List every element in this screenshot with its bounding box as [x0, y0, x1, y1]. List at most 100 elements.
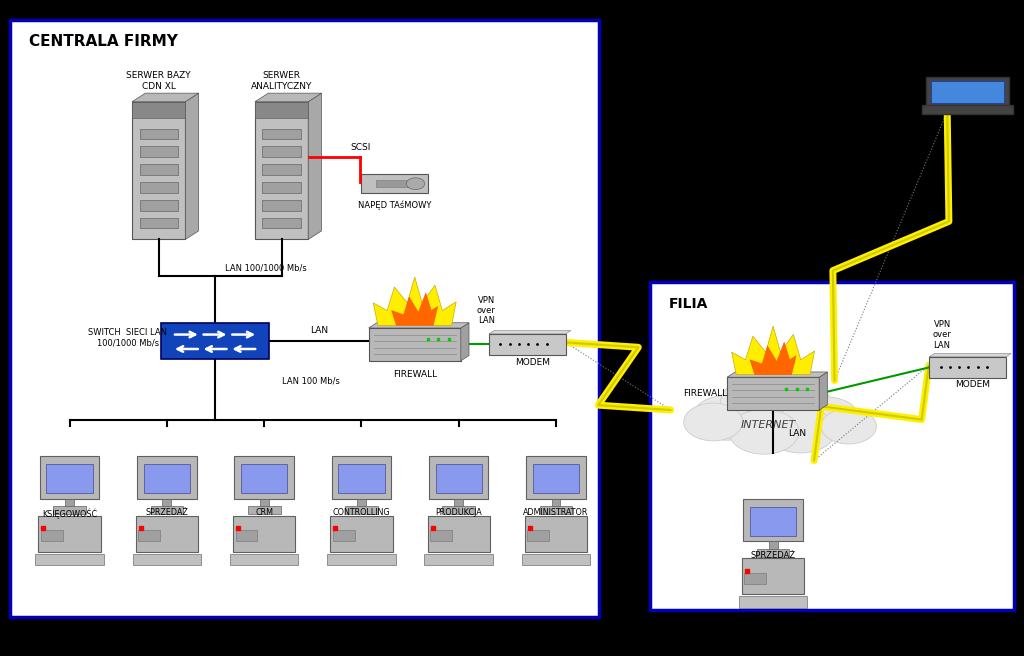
Bar	[428, 516, 489, 552]
Text: LAN 100/1000 Mb/s: LAN 100/1000 Mb/s	[225, 263, 307, 272]
Bar	[36, 554, 103, 565]
Bar	[132, 102, 185, 239]
Polygon shape	[731, 326, 815, 375]
Circle shape	[795, 397, 859, 438]
Bar	[66, 499, 74, 506]
Bar	[139, 129, 178, 139]
Bar	[151, 506, 183, 514]
Text: FILIA: FILIA	[669, 297, 708, 310]
Bar	[262, 165, 301, 174]
Text: MODEM: MODEM	[515, 358, 550, 367]
Bar	[650, 282, 1014, 610]
Bar	[332, 456, 391, 499]
Bar	[526, 456, 586, 499]
Bar	[442, 506, 475, 514]
Polygon shape	[461, 323, 469, 361]
Bar	[133, 554, 201, 565]
Bar	[527, 530, 549, 541]
Text: NAPĘD TAśMOWY: NAPĘD TAśMOWY	[357, 200, 431, 209]
Bar	[40, 456, 99, 499]
Bar	[376, 180, 413, 187]
Bar	[236, 530, 257, 541]
Bar	[262, 129, 301, 139]
Bar	[139, 146, 178, 157]
Text: SERWER
ANALITYCZNY: SERWER ANALITYCZNY	[251, 71, 312, 91]
Circle shape	[692, 396, 762, 440]
Bar	[331, 516, 392, 552]
Text: CONTROLLING: CONTROLLING	[333, 508, 390, 518]
Polygon shape	[255, 93, 322, 102]
Bar	[333, 530, 354, 541]
Polygon shape	[930, 354, 1011, 357]
Bar	[361, 174, 428, 193]
Text: PRODUKCJA: PRODUKCJA	[435, 508, 482, 518]
Polygon shape	[308, 93, 322, 239]
Bar	[769, 541, 777, 549]
Bar	[143, 464, 190, 493]
Bar	[233, 516, 295, 552]
Text: SWITCH  SIECI LAN
100/1000 Mb/s: SWITCH SIECI LAN 100/1000 Mb/s	[88, 328, 168, 348]
Bar	[10, 20, 599, 617]
Bar	[742, 558, 804, 594]
Bar	[430, 530, 452, 541]
Bar	[369, 328, 461, 361]
Bar	[743, 499, 803, 541]
Bar	[260, 499, 268, 506]
Bar	[429, 456, 488, 499]
Bar	[46, 464, 93, 493]
Bar	[931, 81, 1005, 103]
Bar	[132, 102, 185, 118]
Bar	[552, 499, 560, 506]
Circle shape	[407, 178, 425, 190]
Bar	[162, 323, 268, 359]
Bar	[53, 506, 86, 514]
Bar	[255, 102, 308, 118]
Bar	[489, 334, 565, 355]
Polygon shape	[489, 331, 571, 334]
Text: SPRZEDAŻ: SPRZEDAŻ	[145, 508, 188, 518]
Circle shape	[729, 409, 799, 454]
Bar	[357, 499, 366, 506]
Polygon shape	[185, 93, 199, 239]
Bar	[927, 77, 1009, 105]
Bar	[138, 530, 160, 541]
Text: CENTRALA FIRMY: CENTRALA FIRMY	[29, 34, 177, 49]
Circle shape	[821, 409, 877, 444]
Text: INTERNET: INTERNET	[740, 420, 796, 430]
Bar	[41, 530, 62, 541]
Bar	[345, 506, 378, 514]
Text: ADMINISTRATOR: ADMINISTRATOR	[523, 508, 589, 518]
Bar	[727, 377, 819, 410]
Text: SPRZEDAŻ: SPRZEDAŻ	[751, 551, 796, 560]
Bar	[241, 464, 288, 493]
Bar	[262, 182, 301, 193]
Bar	[525, 516, 587, 552]
Bar	[39, 516, 100, 552]
Bar	[744, 573, 766, 584]
Polygon shape	[750, 342, 797, 375]
Polygon shape	[391, 293, 438, 325]
Text: KSIĘGOWOŚĆ: KSIĘGOWOŚĆ	[42, 508, 97, 519]
Bar	[522, 554, 590, 565]
Text: LAN: LAN	[310, 326, 328, 335]
Bar	[136, 516, 198, 552]
Circle shape	[761, 381, 831, 426]
Bar	[540, 506, 572, 514]
Bar	[739, 596, 807, 608]
Bar	[248, 506, 281, 514]
Text: CRM: CRM	[255, 508, 273, 518]
Bar	[262, 146, 301, 157]
Polygon shape	[727, 372, 827, 377]
Bar	[922, 105, 1014, 113]
Text: LAN 100 Mb/s: LAN 100 Mb/s	[282, 377, 340, 386]
Bar	[255, 102, 308, 239]
Bar	[139, 218, 178, 228]
Bar	[338, 464, 385, 493]
Polygon shape	[819, 372, 827, 410]
Text: LAN: LAN	[788, 429, 807, 438]
Polygon shape	[132, 93, 199, 102]
Circle shape	[766, 408, 836, 453]
Bar	[139, 182, 178, 193]
Bar	[234, 456, 294, 499]
Bar	[163, 499, 171, 506]
